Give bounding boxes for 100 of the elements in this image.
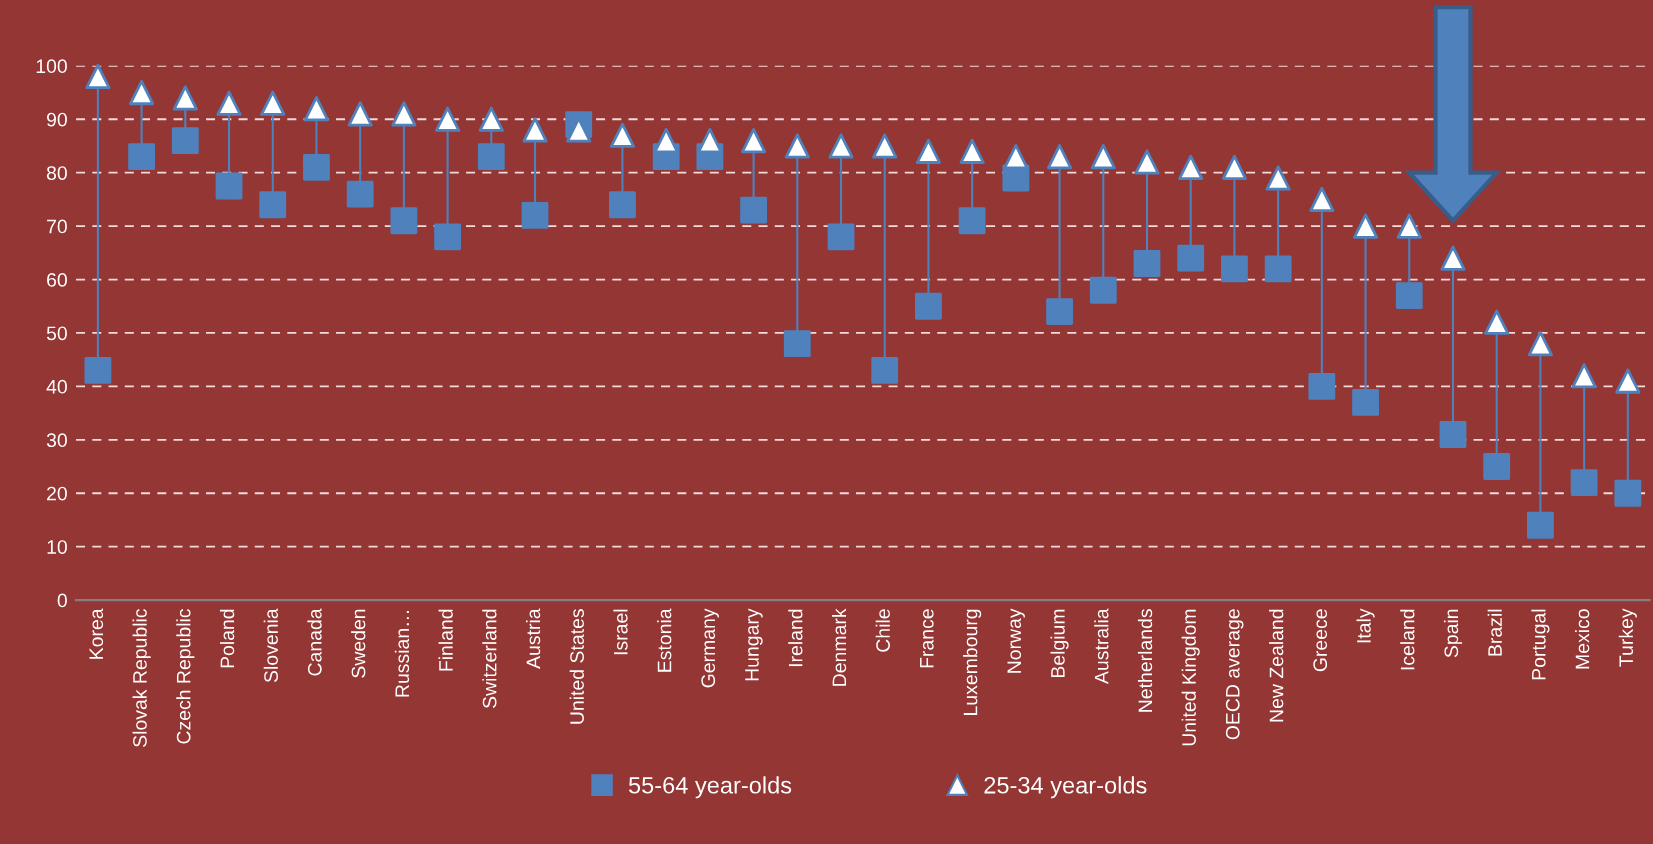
x-tick-label: Estonia bbox=[657, 608, 672, 672]
point bbox=[390, 207, 418, 235]
point bbox=[1309, 186, 1335, 212]
point bbox=[1177, 244, 1205, 272]
point bbox=[172, 85, 198, 111]
x-tick-label: Czech Republic bbox=[176, 608, 195, 744]
point bbox=[84, 356, 112, 384]
point bbox=[784, 133, 810, 159]
x-tick-label: Russian… bbox=[394, 611, 410, 697]
point bbox=[1352, 388, 1379, 416]
y-tick-label: 70 bbox=[47, 219, 67, 234]
x-tick-label: Canada bbox=[307, 608, 322, 676]
point bbox=[128, 143, 156, 171]
x-tick-label: Israel bbox=[613, 609, 628, 655]
point bbox=[477, 143, 505, 171]
y-tick-label: 10 bbox=[47, 540, 67, 554]
point bbox=[915, 138, 942, 164]
x-tick-label: Hungary bbox=[745, 608, 763, 681]
x-tick-label: United Kingdom bbox=[1181, 609, 1200, 746]
x-tick-label: Mexico bbox=[1575, 609, 1590, 669]
point bbox=[215, 172, 243, 200]
point bbox=[1396, 213, 1422, 239]
point bbox=[346, 180, 374, 208]
point bbox=[609, 122, 636, 148]
point bbox=[1221, 154, 1248, 180]
point bbox=[129, 79, 155, 106]
x-tick-label: Brazil bbox=[1487, 609, 1502, 656]
point bbox=[435, 106, 461, 132]
y-tick-label: 90 bbox=[46, 112, 67, 127]
x-tick-label: Norway bbox=[1007, 608, 1025, 673]
point bbox=[391, 101, 417, 127]
x-tick-label: Poland bbox=[219, 609, 235, 668]
x-tick-label: United States bbox=[569, 609, 584, 724]
x-tick-label: Turkey bbox=[1618, 608, 1637, 667]
legend-label: 25-34 year-olds bbox=[984, 776, 1147, 799]
point bbox=[1264, 255, 1292, 283]
point bbox=[1046, 144, 1073, 170]
y-tick-label: 0 bbox=[57, 593, 67, 608]
x-tick-label: Chile bbox=[875, 609, 890, 652]
point bbox=[521, 202, 549, 229]
point bbox=[216, 90, 242, 116]
x-tick-label: Spain bbox=[1443, 609, 1463, 658]
point bbox=[1440, 245, 1466, 271]
point bbox=[171, 127, 199, 155]
legend-label: 55-64 year-olds bbox=[628, 776, 792, 799]
point bbox=[1003, 144, 1029, 170]
point bbox=[958, 207, 986, 235]
x-tick-label: France bbox=[920, 609, 934, 668]
point bbox=[478, 106, 504, 132]
point bbox=[783, 330, 811, 358]
x-tick-label: Germany bbox=[701, 608, 719, 688]
y-tick-label: 100 bbox=[36, 59, 67, 74]
x-tick-label: Ireland bbox=[788, 609, 803, 667]
point bbox=[1178, 154, 1204, 180]
point bbox=[871, 356, 899, 384]
point bbox=[609, 191, 636, 219]
x-tick-label: Denmark bbox=[831, 608, 847, 686]
point bbox=[259, 191, 287, 219]
point bbox=[1395, 282, 1423, 309]
point bbox=[347, 101, 373, 127]
x-tick-label: Slovak Republic bbox=[132, 608, 151, 747]
x-tick-label: Iceland bbox=[1400, 609, 1415, 670]
x-tick-label: Australia bbox=[1094, 608, 1109, 685]
x-tick-label: Switzerland bbox=[482, 609, 497, 709]
point bbox=[827, 223, 855, 251]
x-tick-label: Finland bbox=[438, 609, 453, 671]
y-tick-label: 80 bbox=[46, 166, 67, 180]
point bbox=[260, 90, 286, 116]
point bbox=[1090, 144, 1116, 170]
x-tick-label: Greece bbox=[1313, 609, 1328, 672]
x-tick-label: Austria bbox=[525, 608, 541, 669]
point bbox=[740, 196, 767, 224]
point bbox=[1527, 511, 1554, 539]
point bbox=[1265, 165, 1291, 191]
point bbox=[1133, 250, 1161, 277]
point bbox=[872, 133, 898, 159]
point bbox=[915, 292, 942, 320]
point bbox=[1308, 372, 1336, 400]
point bbox=[434, 223, 462, 251]
point bbox=[85, 63, 111, 90]
point bbox=[1527, 331, 1553, 357]
x-tick-label: Italy bbox=[1356, 608, 1375, 643]
x-tick-label: Luxembourg bbox=[963, 609, 982, 715]
x-tick-label: Portugal bbox=[1531, 609, 1550, 680]
x-tick-label: Belgium bbox=[1050, 609, 1069, 678]
y-tick-label: 20 bbox=[47, 486, 67, 501]
point bbox=[1615, 368, 1641, 394]
point bbox=[959, 138, 985, 164]
x-tick-label: Sweden bbox=[351, 609, 366, 678]
point bbox=[1570, 469, 1598, 496]
point bbox=[1134, 149, 1160, 175]
x-tick-label: OECD average bbox=[1225, 609, 1244, 740]
point bbox=[1089, 276, 1117, 304]
point bbox=[1221, 255, 1248, 283]
y-tick-label: 60 bbox=[47, 273, 67, 287]
point bbox=[1483, 453, 1511, 480]
point bbox=[303, 95, 330, 122]
point bbox=[1352, 213, 1379, 239]
y-tick-label: 40 bbox=[46, 379, 67, 394]
x-tick-label: Korea bbox=[89, 608, 104, 659]
